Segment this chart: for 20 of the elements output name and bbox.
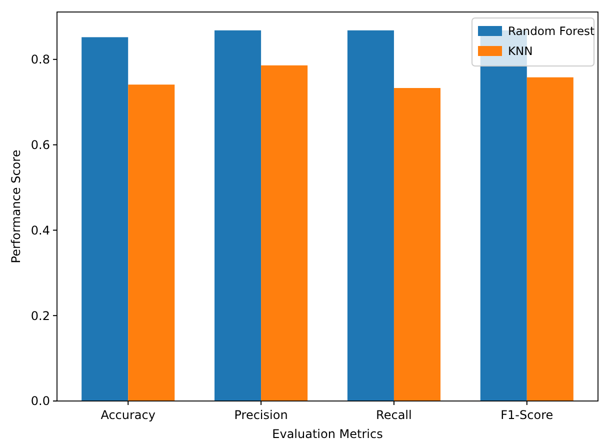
- bar: [82, 37, 128, 401]
- y-tick-label: 0.2: [30, 308, 50, 323]
- y-tick-label: 0.8: [30, 52, 50, 67]
- y-tick-label: 0.4: [30, 223, 50, 238]
- legend-label: Random Forest: [508, 24, 596, 38]
- legend-label: KNN: [508, 44, 533, 58]
- x-tick-label: Recall: [376, 408, 412, 422]
- x-tick-label: Accuracy: [100, 408, 156, 422]
- y-axis-title: Performance Score: [9, 150, 23, 264]
- bar: [394, 88, 440, 401]
- bar: [526, 77, 574, 401]
- bar: [214, 30, 262, 401]
- y-tick-label: 0.0: [30, 394, 50, 408]
- x-axis-title: Evaluation Metrics: [272, 427, 383, 441]
- bar: [128, 84, 175, 401]
- x-tick-label: Precision: [234, 408, 288, 422]
- bar: [261, 65, 308, 401]
- y-tick-label: 0.6: [30, 138, 50, 152]
- x-tick-label: F1-Score: [500, 408, 554, 422]
- bar: [347, 30, 394, 401]
